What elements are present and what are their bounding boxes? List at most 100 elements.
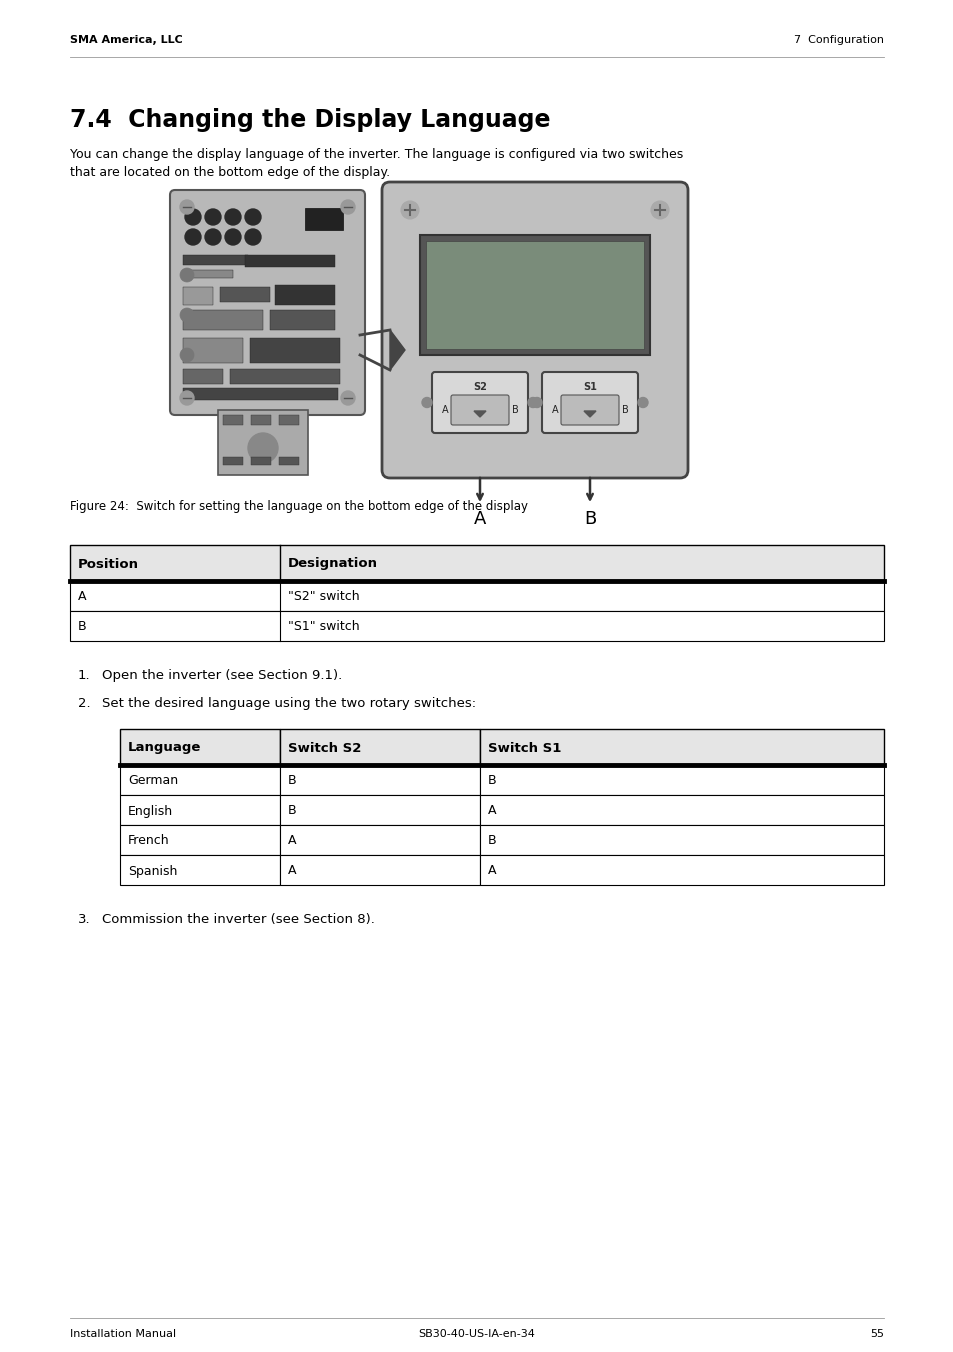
Bar [70, 545, 883, 581]
Text: S2: S2 [473, 383, 486, 392]
Bar [479, 729, 883, 765]
Bar [120, 825, 280, 854]
Polygon shape [474, 411, 485, 416]
Text: Open the inverter (see Section 9.1).: Open the inverter (see Section 9.1). [102, 669, 342, 681]
Bar [183, 287, 213, 306]
Bar [183, 338, 243, 362]
Bar [183, 369, 223, 384]
Bar [426, 241, 643, 349]
FancyBboxPatch shape [170, 191, 365, 415]
Polygon shape [390, 330, 405, 370]
Text: 2.: 2. [78, 698, 91, 710]
Circle shape [225, 228, 241, 245]
Bar [183, 270, 233, 279]
Bar [280, 765, 479, 795]
Text: Installation Manual: Installation Manual [70, 1329, 176, 1338]
Bar [278, 415, 298, 425]
Text: Switch S2: Switch S2 [288, 741, 361, 754]
Text: A: A [488, 804, 496, 818]
Polygon shape [583, 411, 596, 416]
Bar [120, 729, 280, 765]
Bar [305, 208, 343, 230]
Text: B: B [288, 804, 296, 818]
Circle shape [180, 347, 193, 362]
Text: A: A [288, 834, 296, 848]
Text: Position: Position [78, 557, 139, 571]
Text: Switch S1: Switch S1 [488, 741, 560, 754]
Bar [183, 388, 337, 400]
Circle shape [421, 397, 432, 407]
Circle shape [180, 308, 193, 322]
Text: A: A [441, 406, 448, 415]
Text: Designation: Designation [288, 557, 377, 571]
Bar [70, 581, 883, 611]
Bar [419, 235, 649, 356]
Text: 3.: 3. [78, 913, 91, 926]
Circle shape [185, 228, 201, 245]
Text: Commission the inverter (see Section 8).: Commission the inverter (see Section 8). [102, 913, 375, 926]
Bar [479, 795, 883, 825]
Text: B: B [583, 510, 596, 529]
FancyBboxPatch shape [560, 395, 618, 425]
Bar [250, 338, 339, 362]
Bar [223, 457, 243, 465]
Text: Spanish: Spanish [128, 864, 177, 877]
Bar [230, 369, 339, 384]
Text: 7.4  Changing the Display Language: 7.4 Changing the Display Language [70, 108, 550, 132]
Text: "S2" switch: "S2" switch [288, 591, 359, 603]
Text: B: B [288, 775, 296, 787]
Bar [280, 729, 479, 765]
Text: A: A [551, 406, 558, 415]
Text: B: B [78, 621, 87, 634]
Bar [479, 765, 883, 795]
Text: 7  Configuration: 7 Configuration [793, 35, 883, 45]
Circle shape [400, 201, 418, 219]
Text: B: B [488, 775, 497, 787]
Circle shape [180, 391, 193, 406]
Text: A: A [288, 864, 296, 877]
Bar [274, 285, 335, 306]
Text: SB30-40-US-IA-en-34: SB30-40-US-IA-en-34 [418, 1329, 535, 1338]
FancyBboxPatch shape [381, 183, 687, 479]
Bar [280, 795, 479, 825]
Circle shape [180, 200, 193, 214]
Circle shape [248, 433, 277, 462]
Bar [280, 825, 479, 854]
Text: English: English [128, 804, 172, 818]
Text: Figure 24:  Switch for setting the language on the bottom edge of the display: Figure 24: Switch for setting the langua… [70, 500, 527, 512]
FancyBboxPatch shape [541, 372, 638, 433]
Text: SMA America, LLC: SMA America, LLC [70, 35, 183, 45]
Text: B: B [488, 834, 497, 848]
Circle shape [340, 391, 355, 406]
Circle shape [180, 268, 193, 283]
Text: German: German [128, 775, 178, 787]
Circle shape [638, 397, 647, 407]
Text: French: French [128, 834, 170, 848]
Bar [120, 854, 280, 886]
Bar [183, 256, 248, 265]
Text: 55: 55 [869, 1329, 883, 1338]
Text: A: A [488, 864, 496, 877]
Bar [278, 457, 298, 465]
Bar [220, 287, 270, 301]
Text: Set the desired language using the two rotary switches:: Set the desired language using the two r… [102, 698, 476, 710]
Circle shape [527, 397, 537, 407]
Text: "S1" switch: "S1" switch [288, 621, 359, 634]
Text: Language: Language [128, 741, 201, 754]
Bar [223, 415, 243, 425]
Bar [70, 611, 883, 641]
Bar [120, 795, 280, 825]
Circle shape [245, 210, 261, 224]
Text: that are located on the bottom edge of the display.: that are located on the bottom edge of t… [70, 166, 390, 178]
Bar [245, 256, 335, 266]
FancyBboxPatch shape [451, 395, 509, 425]
Bar [183, 310, 263, 330]
Text: B: B [621, 406, 628, 415]
Bar [280, 854, 479, 886]
Bar [270, 310, 335, 330]
Text: S1: S1 [582, 383, 597, 392]
Circle shape [340, 200, 355, 214]
Bar [479, 825, 883, 854]
Text: A: A [78, 591, 87, 603]
Circle shape [205, 210, 221, 224]
